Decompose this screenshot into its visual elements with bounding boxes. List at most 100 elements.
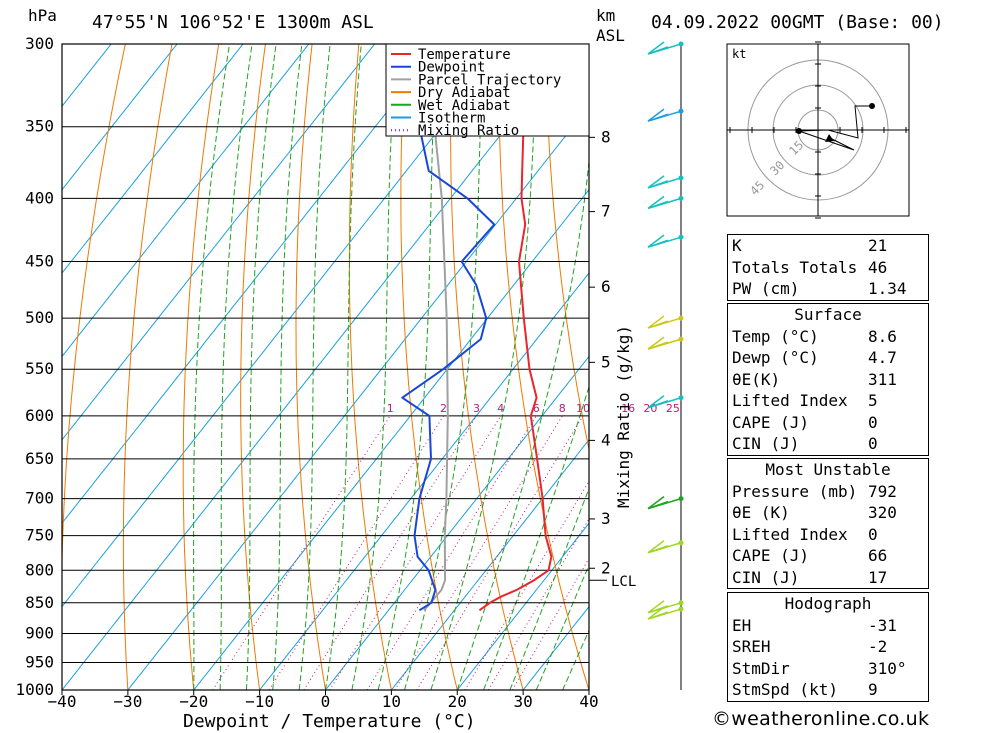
pressure-tick-label: 350	[25, 117, 54, 136]
stat-label: Lifted Index	[732, 524, 848, 544]
stat-value: 0	[868, 524, 878, 544]
wind-barb	[647, 336, 684, 350]
stat-value: 5	[868, 391, 878, 410]
stat-label: K	[732, 236, 742, 255]
dry-adiabat-line	[498, 44, 589, 690]
isotherm-line	[62, 44, 376, 441]
stat-label: StmDir	[732, 658, 790, 678]
wet-adiabat-line	[245, 44, 277, 690]
pressure-tick-label: 450	[25, 252, 54, 271]
km-unit-label: km	[596, 6, 615, 25]
wind-barb-flag	[650, 341, 669, 349]
legend-entry: Wet Adiabat	[418, 98, 511, 114]
surface-panel: Surface Temp (°C) 8.6 Dewp (°C) 4.7 θE(K) 3…	[727, 303, 929, 456]
km-tick-label: 8	[601, 127, 611, 146]
credit-link[interactable]: ©weatheronline.co.uk	[712, 708, 930, 730]
dry-adiabat-line	[966, 44, 1000, 690]
stat-value: 0	[868, 412, 878, 432]
legend-entry: Dry Adiabat	[418, 85, 511, 101]
wind-barb-flag	[650, 320, 669, 328]
stat-value: 46	[868, 257, 888, 277]
mixing-ratio-label: 20	[643, 402, 657, 415]
axes: 3003504004505005506006507007508008509009…	[15, 34, 610, 711]
mixing-ratio-label: 4	[497, 402, 504, 415]
wind-barb	[647, 540, 684, 554]
dry-adiabat-line	[450, 44, 524, 690]
x-tick-label: 40	[579, 692, 598, 711]
hodo-title: Hodograph	[784, 594, 872, 613]
hodograph-unit-label: kt	[732, 47, 746, 61]
stat-value: 21	[868, 236, 888, 255]
km-tick-label: 5	[601, 352, 611, 371]
stat-label: Totals Totals	[732, 257, 858, 277]
wind-barb-flag	[650, 500, 669, 509]
wind-barb-flag	[650, 545, 669, 553]
wind-barb-staff	[647, 496, 682, 510]
wind-barb	[647, 175, 684, 189]
pressure-tick-label: 700	[25, 489, 54, 508]
wind-barb	[647, 496, 684, 510]
stat-label: SREH	[732, 637, 771, 656]
mixing-ratio-labels: 1 2 3 4 6 8 10 16 20 25	[387, 402, 680, 415]
km-tick-label: 7	[601, 202, 611, 221]
stat-label: CAPE (J)	[732, 546, 810, 565]
hodograph-point	[796, 128, 802, 134]
km-tick-label: 3	[601, 509, 611, 528]
mixing-ratio-label: 8	[559, 402, 566, 415]
location-title: 47°55'N 106°52'E 1300m ASL	[92, 12, 374, 33]
mixing-ratio-axis-label: Mixing Ratio (g/kg)	[614, 325, 633, 508]
wet-adiabat-line	[272, 44, 303, 690]
wind-barb-flag	[650, 180, 669, 188]
surface-title: Surface	[794, 305, 862, 324]
wind-barb-flag	[650, 200, 669, 209]
legend-entry: Dewpoint	[418, 60, 485, 76]
wet-adiabat-line	[298, 44, 331, 690]
profiles	[401, 44, 553, 612]
x-tick-label: 0	[321, 692, 331, 711]
legend-entry: Mixing Ratio	[418, 123, 519, 139]
wind-barb-staff	[647, 195, 682, 210]
wind-barb-staff	[647, 234, 682, 248]
stat-value: 311	[868, 369, 897, 389]
wind-barb	[647, 234, 684, 248]
wind-barb-staff	[647, 606, 682, 620]
stat-label: CIN (J)	[732, 434, 800, 453]
stat-label: EH	[732, 615, 752, 635]
pressure-tick-label: 850	[25, 593, 54, 612]
wind-barb-staff	[647, 395, 682, 409]
wet-adiabat-line	[193, 44, 230, 690]
isotherm-line	[522, 605, 589, 690]
wind-barb	[647, 606, 684, 620]
wind-barb	[647, 41, 684, 55]
dry-adiabat-line	[122, 44, 173, 690]
pressure-tick-label: 600	[25, 406, 54, 425]
wind-barb-staff	[647, 108, 682, 122]
dry-adiabat-line	[62, 44, 126, 690]
stat-value: 8.6	[868, 326, 897, 346]
x-tick-label: −30	[113, 692, 142, 711]
isotherm-line	[62, 44, 244, 274]
stat-label: θE(K)	[732, 369, 781, 389]
wind-barb-staff	[647, 540, 682, 554]
mixing-ratio-label: 3	[473, 402, 480, 415]
parcel-trajectory-line	[423, 78, 449, 611]
dry-adiabat-line	[240, 44, 266, 690]
mixing-ratio-line	[212, 415, 391, 690]
isotherm-line	[62, 44, 310, 358]
legend-entry: Temperature	[418, 47, 511, 63]
wet-adiabat-line	[325, 44, 362, 690]
stat-value: 320	[868, 503, 897, 522]
mixing-ratio-line	[329, 415, 502, 690]
stat-label: CAPE (J)	[732, 412, 810, 432]
stat-label: CIN (J)	[732, 567, 800, 587]
pressure-tick-label: 550	[25, 359, 54, 378]
stat-value: 9	[868, 680, 878, 699]
stat-label: θE (K)	[732, 503, 790, 522]
wind-barb-flag	[650, 239, 669, 247]
stat-label: Temp (°C)	[732, 326, 819, 346]
lcl-label: LCL	[611, 574, 636, 590]
dry-adiabat-line	[182, 44, 220, 690]
stat-value: 4.7	[868, 348, 897, 367]
